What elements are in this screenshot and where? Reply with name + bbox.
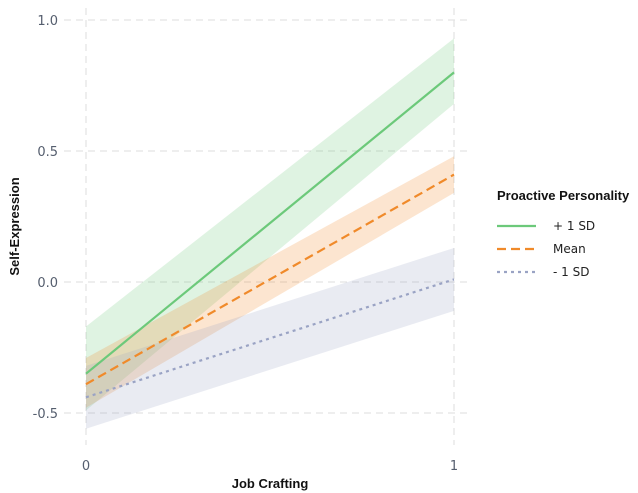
legend-label-2: - 1 SD: [553, 265, 589, 279]
series-line-2: [85, 278, 455, 399]
confidence-band-series-2: [86, 247, 454, 429]
legend-label-1: Mean: [553, 242, 586, 256]
x-axis-title: Job Crafting: [232, 476, 309, 491]
series-lines: [85, 71, 455, 399]
legend-label-0: + 1 SD: [553, 219, 595, 233]
x-tick-label: 1: [450, 459, 458, 474]
y-tick-label: 0.5: [37, 145, 58, 160]
y-tick-label: 1.0: [37, 14, 58, 29]
y-tick-label: -0.5: [33, 407, 58, 422]
series-line-0: [85, 71, 455, 375]
legend: Proactive Personality + 1 SD Mean - 1 SD: [497, 188, 630, 279]
x-tick-label: 0: [82, 459, 90, 474]
tick-labels: -0.5 0.0 0.5 1.0 0 1: [33, 14, 459, 474]
confidence-bands: [86, 38, 454, 429]
y-tick-label: 0.0: [37, 276, 58, 291]
grid: [64, 8, 470, 445]
legend-title: Proactive Personality: [497, 188, 630, 203]
series-line-1: [85, 173, 455, 386]
confidence-band-series-1: [86, 156, 454, 408]
y-axis-title: Self-Expression: [7, 177, 22, 275]
